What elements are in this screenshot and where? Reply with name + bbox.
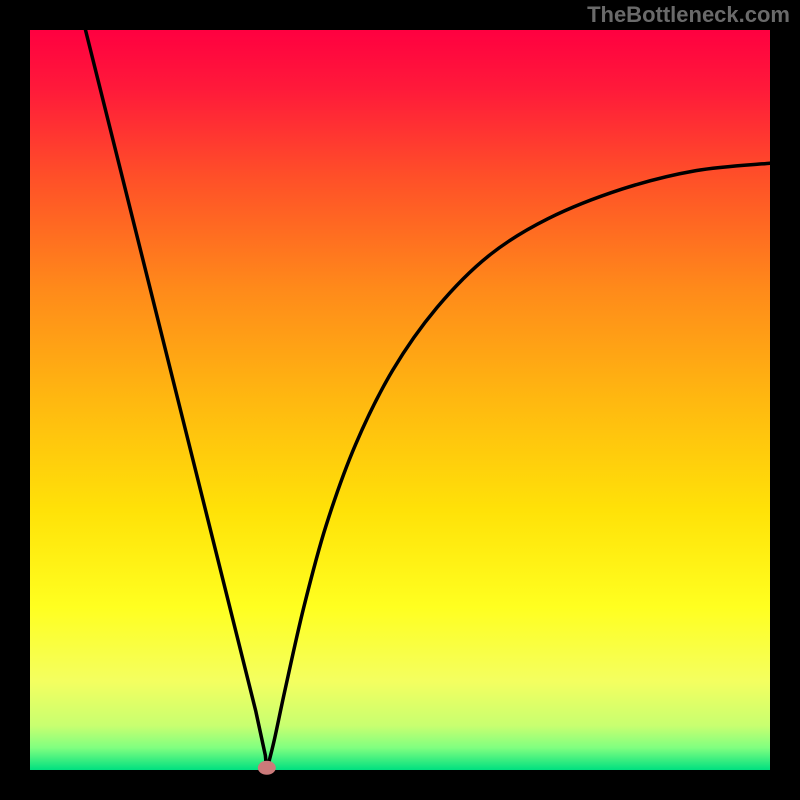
plot-background: [30, 30, 770, 770]
chart-svg: [0, 0, 800, 800]
watermark-text: TheBottleneck.com: [587, 2, 790, 28]
optimum-marker: [258, 761, 276, 775]
bottleneck-chart: TheBottleneck.com: [0, 0, 800, 800]
